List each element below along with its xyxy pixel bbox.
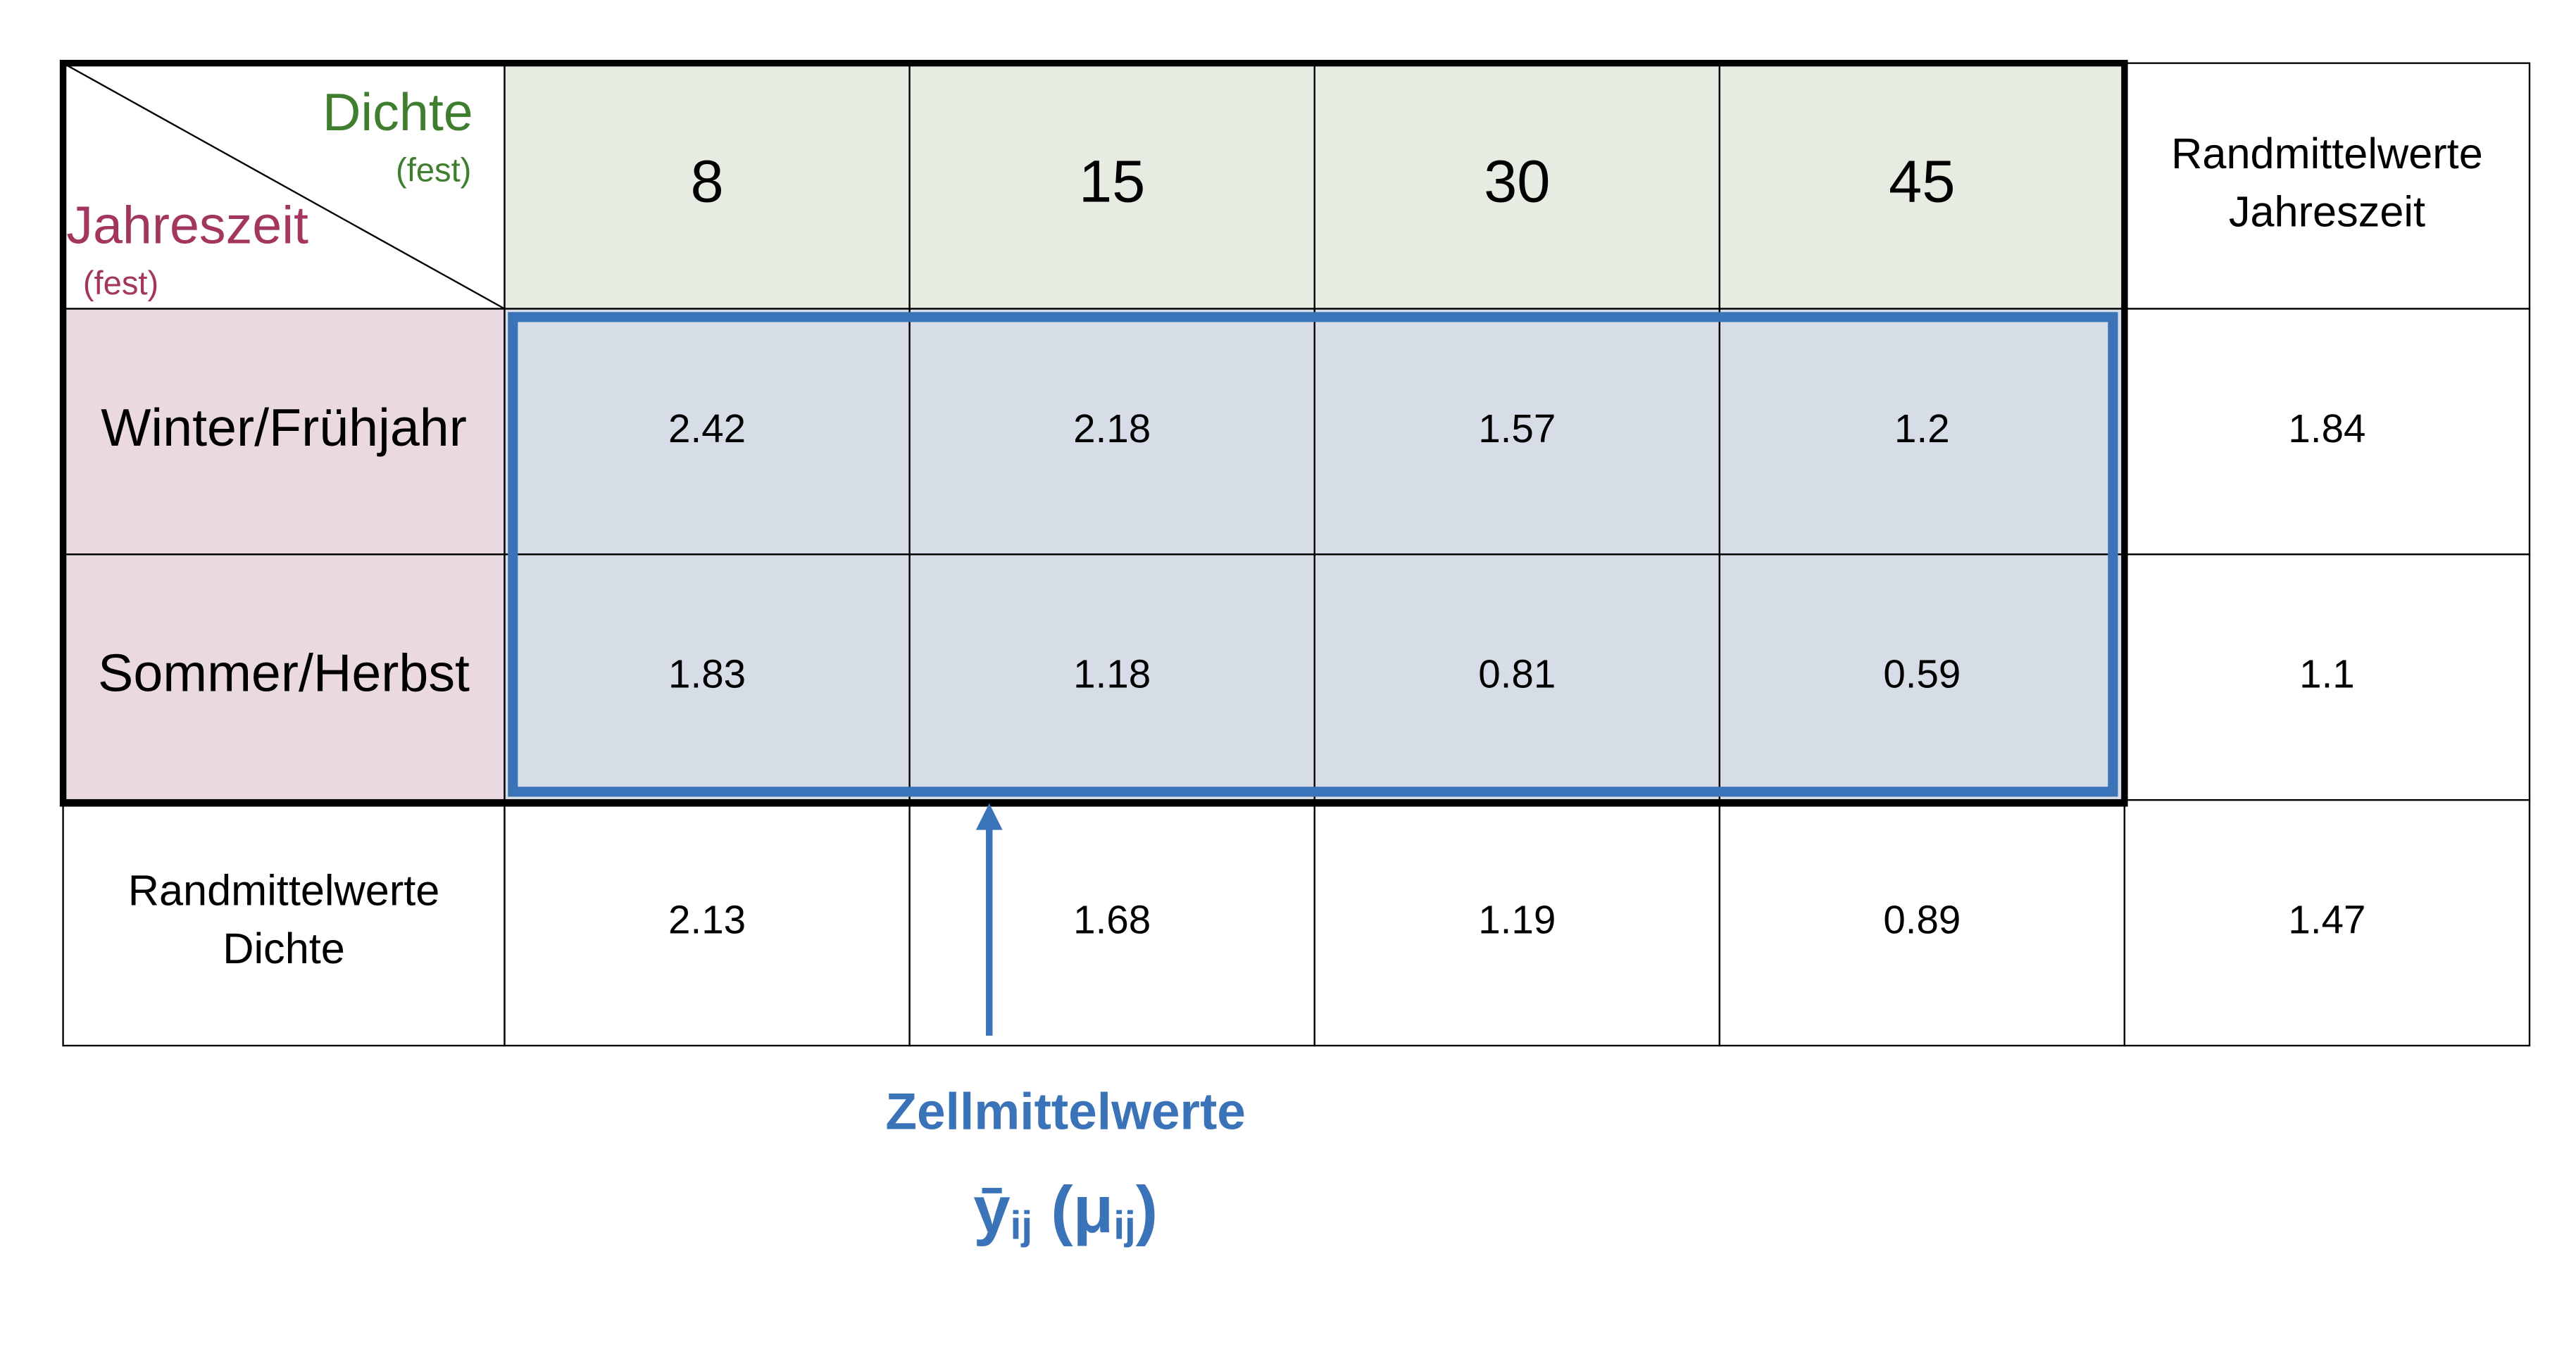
- table: 8 15 30 45 Randmittelwerte Jahreszeit Winter/F…: [62, 62, 2531, 1047]
- cell-mean: 1.18: [1073, 652, 1151, 696]
- row-header: Sommer/Herbst: [98, 644, 470, 703]
- table-cell: [1718, 553, 2126, 801]
- column-factor: Dichte: [323, 82, 473, 142]
- table-cell: [2123, 798, 2531, 1047]
- table-cell: [908, 553, 1315, 801]
- factor-frame: [59, 59, 2128, 807]
- row-margin-mean: 1.84: [2288, 406, 2365, 451]
- row-factor: Jahreszeit: [66, 195, 308, 254]
- cell-mean: 0.59: [1883, 652, 1961, 696]
- arrow-head: [975, 803, 1003, 830]
- cell-means-frame: [508, 312, 2118, 797]
- table-cell: [1718, 798, 2126, 1047]
- column-header: 30: [1484, 147, 1550, 214]
- table-cell: [62, 553, 506, 801]
- formula-part: (μ: [1032, 1172, 1113, 1246]
- row-margin-mean: 1.1: [2299, 652, 2355, 696]
- table-cell: [2123, 62, 2531, 310]
- annotation-label: Zellmittelwerte: [885, 1083, 1245, 1140]
- column-margin-mean: 0.89: [1883, 898, 1961, 942]
- table-cell: [504, 308, 911, 556]
- table-cell: [1313, 553, 1720, 801]
- table-cell: [62, 308, 506, 556]
- corner-diagonal: [62, 62, 506, 310]
- annotation-formula: ȳij (μij): [973, 1172, 1158, 1247]
- row-factor-note: (fest): [83, 264, 158, 301]
- column-factor-note: (fest): [396, 151, 471, 189]
- margin-row-header: Randmittelwerte: [128, 867, 440, 915]
- cell-mean: 2.18: [1073, 406, 1151, 451]
- cell-mean: 1.57: [1478, 406, 1556, 451]
- margin-column-header: Jahreszeit: [2229, 188, 2425, 236]
- cell-mean: 2.42: [668, 406, 746, 451]
- formula-subscript: ij: [1113, 1203, 1135, 1247]
- table-cell: [908, 798, 1315, 1047]
- table-cell: [1313, 798, 1720, 1047]
- table-cell: [504, 62, 911, 310]
- table-cell: [504, 553, 911, 801]
- column-margin-mean: 1.68: [1073, 898, 1151, 942]
- formula-part: ȳ: [973, 1172, 1010, 1246]
- cell-mean: 0.81: [1478, 652, 1556, 696]
- column-header: 15: [1079, 147, 1145, 214]
- table-cell: [1718, 62, 2126, 310]
- table-cell: [1718, 308, 2126, 556]
- grand-mean: 1.47: [2288, 898, 2365, 942]
- column-header: 8: [690, 147, 723, 214]
- table-cell: [1313, 62, 1720, 310]
- margin-column-header: Randmittelwerte: [2171, 130, 2483, 177]
- margin-row-header: Dichte: [223, 925, 345, 972]
- column-margin-mean: 2.13: [668, 898, 746, 942]
- formula-part: ): [1136, 1172, 1158, 1246]
- table-cell: [2123, 308, 2531, 556]
- cell-mean: 1.2: [1894, 406, 1950, 451]
- table-cell: [62, 798, 506, 1047]
- table-cell: [2123, 553, 2531, 801]
- cell-mean: 1.83: [668, 652, 746, 696]
- table-cell: [504, 798, 911, 1047]
- row-header: Winter/Frühjahr: [101, 398, 467, 457]
- column-margin-mean: 1.19: [1478, 898, 1556, 942]
- column-header: 45: [1889, 147, 1955, 214]
- table-cell: [908, 308, 1315, 556]
- formula-subscript: ij: [1011, 1203, 1032, 1247]
